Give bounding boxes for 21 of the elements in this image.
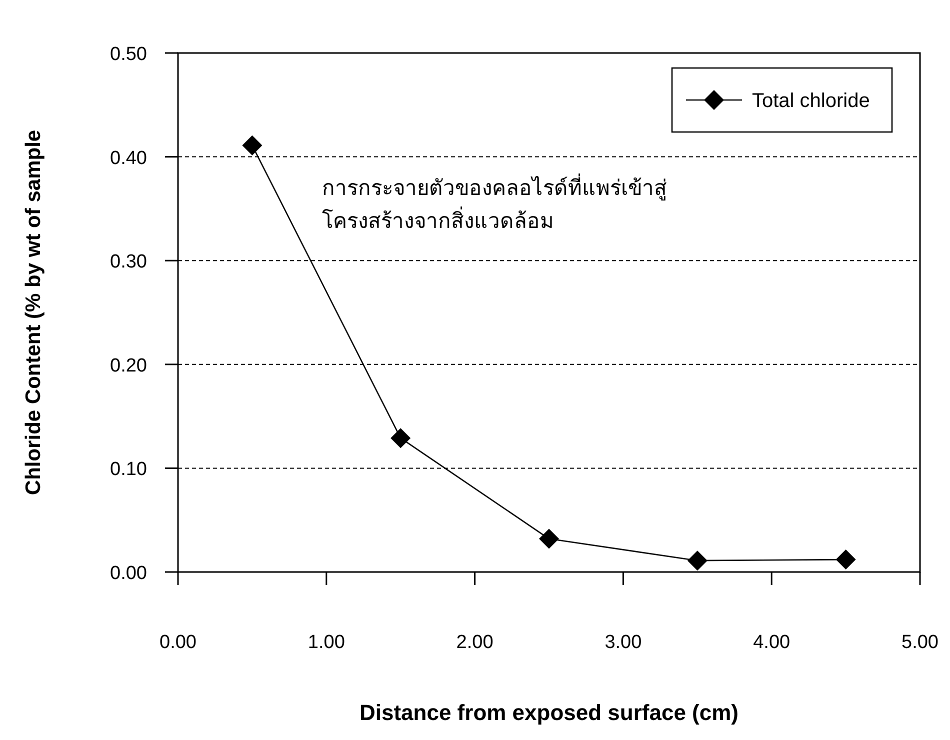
x-tick-label: 1.00 [308,632,345,653]
x-tick-label: 0.00 [160,632,196,653]
point [539,528,559,549]
x-tick-label: 3.00 [604,632,642,653]
y-axis-title: Chloride Content (% by wt of sample [22,130,45,496]
y-tick-label: 0.30 [110,252,147,273]
y-tick-label: 0.10 [110,459,147,480]
x-axis-title: Distance from exposed surface (cm) [359,700,739,725]
x-tick-label: 2.00 [456,632,494,653]
y-tick-label: 0.40 [110,148,147,169]
legend-label: Total chloride [752,90,870,112]
point [390,428,411,448]
point [687,550,708,571]
y-tick-label: 0.20 [110,355,147,376]
y-tick-label: 0.00 [110,563,147,584]
x-tick-label: 4.00 [753,632,790,653]
point [836,550,856,570]
x-tick-label: 5.00 [902,632,938,653]
legend: Total chloride [671,67,893,133]
point [242,135,262,156]
y-tick-label: 0.50 [110,44,147,65]
